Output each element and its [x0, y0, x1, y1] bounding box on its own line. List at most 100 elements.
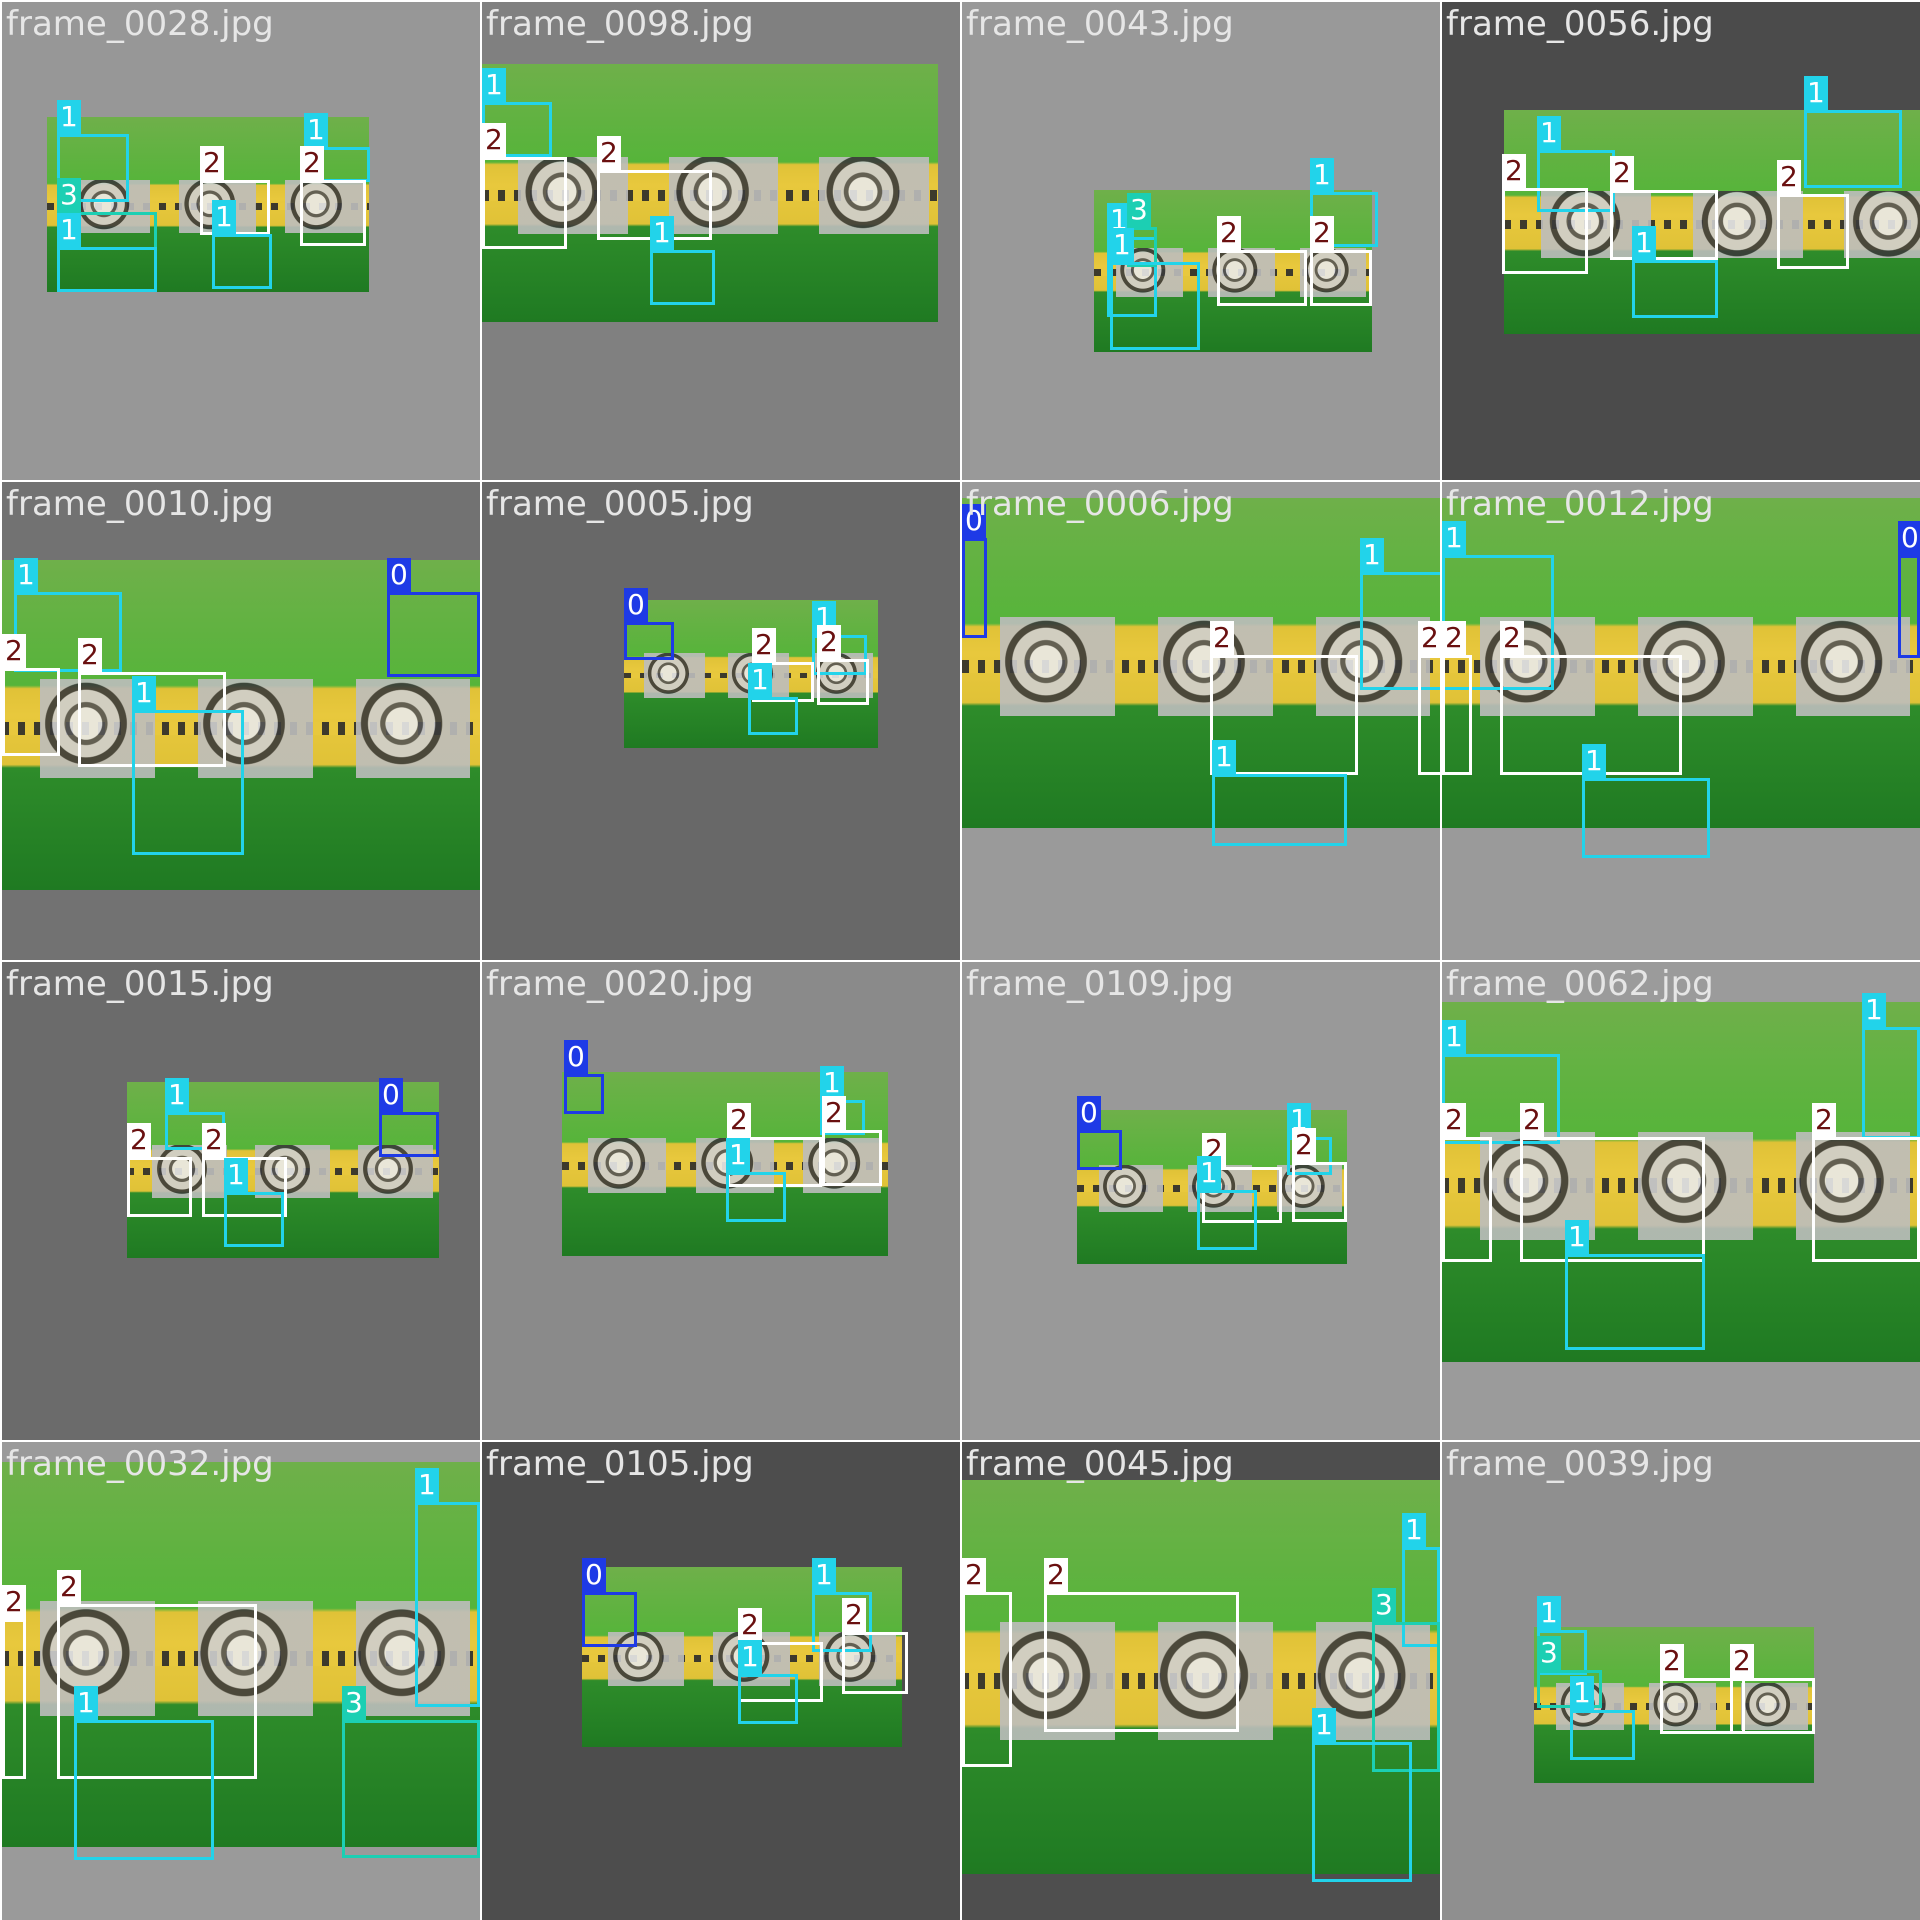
detection-label: 1	[1565, 1220, 1589, 1254]
detection-label: 1	[224, 1158, 248, 1192]
tile-frame-0039: frame_0039.jpg 1 3 2 2 1	[1442, 1442, 1920, 1920]
detection-box-class-2	[842, 1632, 908, 1694]
tile-frame-0020: frame_0020.jpg 0 1 2 2 1	[482, 962, 960, 1440]
engine-block	[644, 653, 706, 698]
detection-box-class-2	[2, 668, 60, 756]
detection-label: 3	[57, 178, 81, 212]
detection-label: 2	[1442, 621, 1466, 655]
engine-block	[607, 1631, 685, 1686]
detection-label: 2	[202, 1123, 226, 1157]
engine-block	[1692, 190, 1803, 258]
engine-block	[1637, 1131, 1753, 1240]
detection-box-class-1	[57, 134, 129, 202]
detection-box-class-2	[127, 1157, 192, 1217]
detection-box-class-2	[1210, 655, 1358, 775]
detection-box-class-2	[1730, 1678, 1815, 1734]
scene-image	[2, 560, 480, 890]
detection-label: 1	[165, 1078, 189, 1112]
engine-block	[197, 678, 313, 778]
engine-block	[1000, 616, 1115, 716]
detection-label: 3	[1537, 1636, 1561, 1670]
detection-box-class-1	[1862, 1027, 1920, 1139]
detection-label: 2	[1730, 1644, 1754, 1678]
detection-box-class-2	[78, 672, 226, 767]
detection-box-class-2	[1418, 655, 1440, 775]
detection-label: 1	[738, 1640, 762, 1674]
engine-block	[1844, 190, 1920, 258]
detection-label: 1	[1537, 116, 1561, 150]
detection-box-class-1	[212, 234, 272, 289]
detection-label: 2	[2, 1585, 26, 1619]
detection-label: 1	[1862, 993, 1886, 1027]
detection-box-class-1	[748, 697, 798, 735]
detection-box-class-2	[1610, 190, 1718, 260]
detection-box-class-2	[1812, 1137, 1920, 1262]
tile-title: frame_0032.jpg	[6, 1444, 274, 1484]
detection-label: 1	[1212, 740, 1236, 774]
detection-label: 1	[1442, 1020, 1466, 1054]
detection-label: 2	[482, 123, 506, 157]
detection-label: 1	[1312, 1708, 1336, 1742]
detection-label: 0	[962, 504, 986, 538]
detection-label: 1	[132, 676, 156, 710]
detection-label: 2	[817, 625, 841, 659]
detection-label: 2	[1044, 1558, 1068, 1592]
engine-block	[818, 1631, 896, 1686]
detection-box-class-1	[1804, 110, 1902, 188]
detection-box-class-0	[387, 592, 480, 677]
detection-box-class-2	[822, 1130, 882, 1186]
engine-block	[588, 1138, 667, 1194]
detection-box-class-1	[1570, 1710, 1635, 1760]
engine-block	[355, 678, 471, 778]
detection-box-class-1	[738, 1674, 798, 1724]
detection-label: 1	[482, 68, 506, 102]
scene-image	[482, 64, 938, 322]
detection-box-class-1	[1632, 260, 1718, 318]
detection-box-class-1	[726, 1172, 786, 1222]
detection-label: 2	[842, 1598, 866, 1632]
detection-label: 2	[1502, 154, 1526, 188]
tile-frame-0056: frame_0056.jpg 1 1 2 2 2 1	[1442, 2, 1920, 480]
detection-box-class-2	[1044, 1592, 1239, 1732]
detection-box-class-2	[300, 180, 366, 246]
engine-block	[1637, 616, 1753, 716]
detection-label: 2	[1310, 216, 1334, 250]
detection-label: 1	[212, 200, 236, 234]
detection-label: 2	[1442, 1103, 1466, 1137]
detection-label: 2	[1418, 621, 1440, 655]
engine-block	[1480, 616, 1595, 716]
detection-box-class-2	[1502, 188, 1588, 274]
detection-label: 0	[624, 588, 648, 622]
engine-block	[254, 1145, 330, 1199]
tile-title: frame_0045.jpg	[966, 1444, 1234, 1484]
detection-box-class-1	[1212, 774, 1347, 846]
engine-block	[1741, 1683, 1809, 1730]
engine-block	[1000, 1621, 1115, 1741]
engine-block	[1157, 1621, 1273, 1741]
detection-box-class-3	[1537, 1670, 1602, 1708]
scene-image	[2, 1462, 480, 1847]
tile-frame-0062: frame_0062.jpg 1 1 2 2 2 1	[1442, 962, 1920, 1440]
detection-box-class-1	[57, 247, 157, 292]
detection-label: 0	[582, 1558, 606, 1592]
tile-title: frame_0109.jpg	[966, 964, 1234, 1004]
detection-box-class-1	[650, 250, 715, 305]
engine-block	[355, 1600, 471, 1717]
detection-box-class-2	[1777, 194, 1849, 269]
tile-frame-0012: frame_0012.jpg 1 0 2 2 1	[1442, 482, 1920, 960]
tile-title: frame_0020.jpg	[486, 964, 754, 1004]
detection-label: 0	[1077, 1096, 1101, 1130]
detection-label: 1	[1804, 76, 1828, 110]
detection-label: 2	[822, 1096, 846, 1130]
detection-label: 0	[564, 1040, 588, 1074]
tile-title: frame_0028.jpg	[6, 4, 274, 44]
detection-label: 2	[2, 634, 26, 668]
detection-label: 2	[200, 146, 224, 180]
tile-frame-0098: frame_0098.jpg 1 2 2 1	[482, 2, 960, 480]
detection-box-class-2	[1217, 250, 1307, 306]
detection-label: 2	[1660, 1644, 1684, 1678]
detection-label: 1	[820, 1066, 844, 1100]
detection-box-class-2	[57, 1604, 257, 1779]
detection-box-class-0	[564, 1074, 604, 1114]
